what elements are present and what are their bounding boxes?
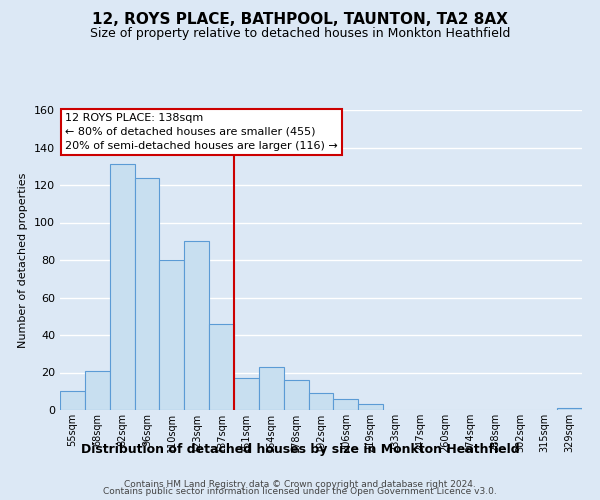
Text: Size of property relative to detached houses in Monkton Heathfield: Size of property relative to detached ho… bbox=[90, 28, 510, 40]
Text: 12 ROYS PLACE: 138sqm
← 80% of detached houses are smaller (455)
20% of semi-det: 12 ROYS PLACE: 138sqm ← 80% of detached … bbox=[65, 113, 338, 151]
Bar bbox=[308, 393, 334, 410]
Bar bbox=[358, 404, 383, 410]
Text: Contains public sector information licensed under the Open Government Licence v3: Contains public sector information licen… bbox=[103, 488, 497, 496]
Bar bbox=[284, 380, 308, 410]
Bar bbox=[134, 178, 160, 410]
Bar bbox=[334, 399, 358, 410]
Bar bbox=[259, 367, 284, 410]
Bar bbox=[160, 260, 184, 410]
Bar bbox=[85, 370, 110, 410]
Y-axis label: Number of detached properties: Number of detached properties bbox=[19, 172, 28, 348]
Bar bbox=[60, 391, 85, 410]
Text: Contains HM Land Registry data © Crown copyright and database right 2024.: Contains HM Land Registry data © Crown c… bbox=[124, 480, 476, 489]
Bar bbox=[557, 408, 582, 410]
Bar bbox=[234, 378, 259, 410]
Bar bbox=[184, 242, 209, 410]
Text: Distribution of detached houses by size in Monkton Heathfield: Distribution of detached houses by size … bbox=[80, 442, 520, 456]
Text: 12, ROYS PLACE, BATHPOOL, TAUNTON, TA2 8AX: 12, ROYS PLACE, BATHPOOL, TAUNTON, TA2 8… bbox=[92, 12, 508, 28]
Bar bbox=[110, 164, 134, 410]
Bar bbox=[209, 324, 234, 410]
